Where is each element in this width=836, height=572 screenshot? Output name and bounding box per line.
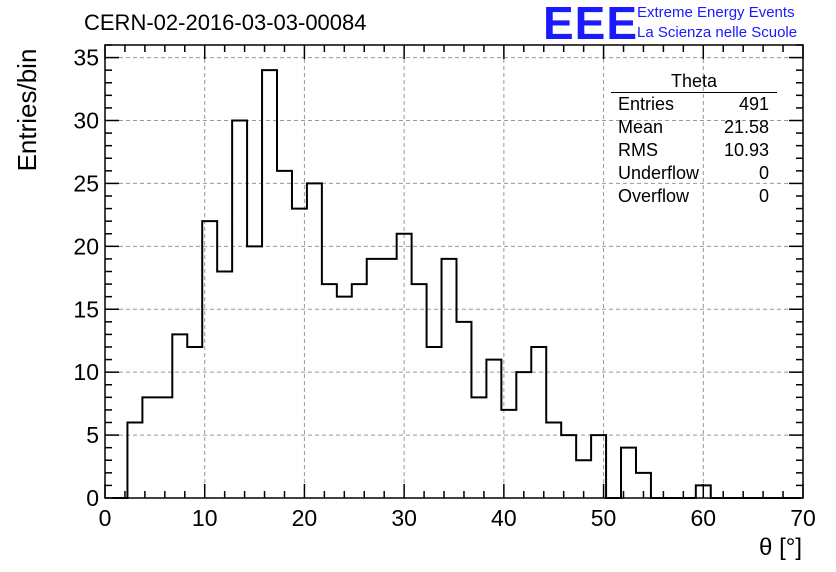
y-tick-label: 25 [73,170,99,196]
x-tick-label: 60 [690,505,716,531]
x-axis-label: θ [°] [759,534,802,561]
y-tick-label: 20 [73,233,99,259]
stats-value: 0 [758,186,769,206]
stats-value: 491 [738,94,769,114]
logo-line-2: La Scienza nelle Scuole [637,24,798,41]
stats-row-rms: RMS 10.93 [611,139,777,162]
x-tick-label: 20 [292,505,318,531]
y-tick-label: 30 [73,108,99,134]
eee-logo: EEE [543,0,639,49]
stats-value: 0 [758,163,769,183]
stats-label: Mean [618,117,664,137]
y-tick-label: 35 [73,45,99,71]
stats-title: Theta [611,70,777,93]
x-tick-label: 30 [391,505,417,531]
x-tick-label: 40 [491,505,517,531]
chart-title: CERN-02-2016-03-03-00084 [84,10,367,35]
stats-box: Theta Entries 491 Mean 21.58 RMS 10.93 U… [611,70,777,208]
x-tick-label: 50 [591,505,617,531]
stats-label: Overflow [618,186,690,206]
y-tick-label: 0 [86,485,99,511]
stats-value: 10.93 [723,140,769,160]
stats-row-underflow: Underflow 0 [611,162,777,185]
stats-row-entries: Entries 491 [611,93,777,116]
x-tick-label: 10 [192,505,218,531]
stats-label: Entries [618,94,675,114]
x-tick-label: 0 [99,505,112,531]
stats-row-overflow: Overflow 0 [611,185,777,208]
y-tick-label: 5 [86,422,99,448]
y-axis-label: Entries/bin [12,48,42,172]
stats-label: RMS [618,140,658,160]
stats-row-mean: Mean 21.58 [611,116,777,139]
stats-label: Underflow [618,163,700,183]
logo-line-1: Extreme Energy Events [637,4,795,21]
histogram-line [112,69,801,499]
y-tick-label: 10 [73,359,99,385]
y-tick-label: 15 [73,296,99,322]
stats-value: 21.58 [723,117,769,137]
x-tick-label: 70 [790,505,816,531]
